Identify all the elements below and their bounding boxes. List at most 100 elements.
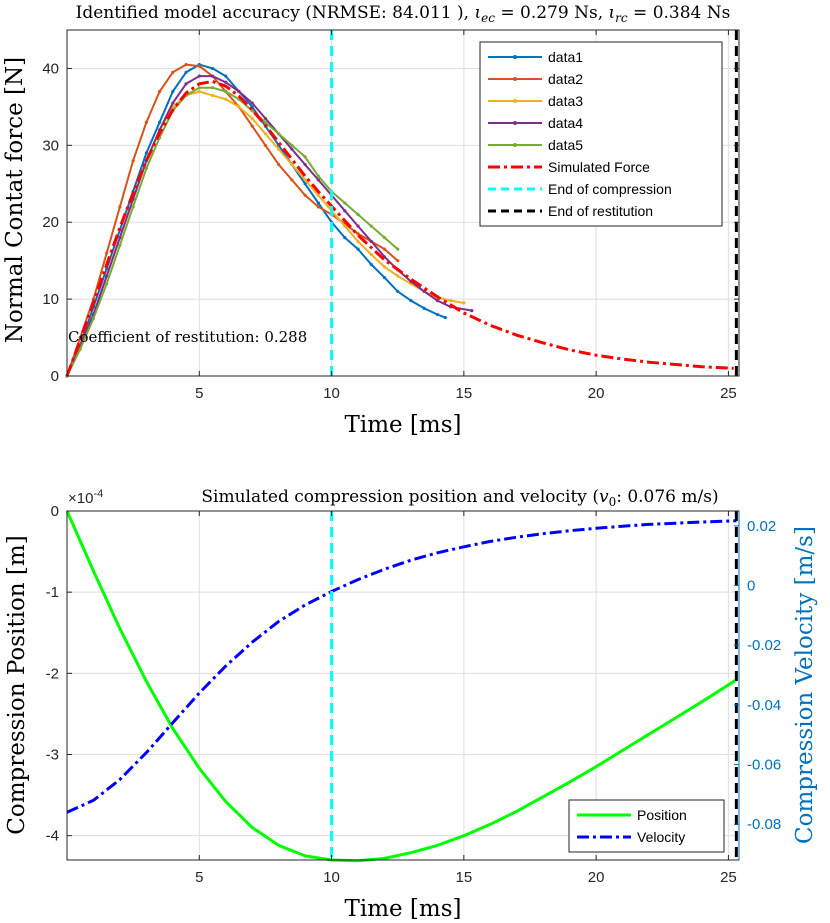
series-data4-point xyxy=(184,82,188,86)
series-data2-point xyxy=(382,247,387,251)
series-data2-point xyxy=(184,63,188,67)
series-data4-point xyxy=(224,80,228,84)
y-tick-label: 0 xyxy=(51,368,59,385)
series-data4-point xyxy=(470,309,474,313)
right-y-tick-label: -0.02 xyxy=(747,637,781,654)
series-data3-point xyxy=(263,132,268,136)
right-y-tick-label: -0.04 xyxy=(747,697,781,714)
series-data3-point xyxy=(210,93,215,97)
series-data2-point xyxy=(396,259,400,263)
series-data3-point xyxy=(382,265,387,269)
series-data2-point xyxy=(197,64,201,68)
legend-box xyxy=(479,41,723,227)
series-data3-point xyxy=(356,239,360,244)
x-tick-label: 20 xyxy=(588,869,605,886)
legend-marker xyxy=(513,143,517,147)
legend-entry-label: data4 xyxy=(548,115,583,131)
bottom-x-axis-label: Time [ms] xyxy=(345,896,462,922)
series-data4-point xyxy=(263,116,268,121)
series-data2-point xyxy=(356,232,360,236)
y-tick-label: 20 xyxy=(42,214,59,231)
series-data5-point xyxy=(144,166,148,170)
series-data1-point xyxy=(184,70,188,74)
series-data5-point xyxy=(131,205,135,209)
legend-entry-label: data1 xyxy=(548,49,583,65)
legend-marker xyxy=(513,55,517,59)
series-data1-point xyxy=(316,201,320,205)
legend-entry-label: Position xyxy=(637,807,687,823)
x-tick-label: 15 xyxy=(456,869,473,886)
series-data3-point xyxy=(303,178,307,182)
series-data4-point xyxy=(435,299,439,303)
series-data1-point xyxy=(435,312,439,317)
series-data4-point xyxy=(171,101,175,105)
y-tick-label: 0 xyxy=(51,503,59,520)
legend-box xyxy=(568,799,725,853)
series-data1-point xyxy=(356,247,360,251)
series-data5-point xyxy=(78,347,82,351)
series-data4-point xyxy=(422,289,426,294)
bottom-plot-area: 5 10 15 20 25 0 -1 -2 -3 -4 0.02 0 -0.02 -0.04 -0.06 -0… xyxy=(46,503,782,886)
series-data2-point xyxy=(316,205,320,209)
series-data5-point xyxy=(396,247,400,251)
series-data3-point xyxy=(369,252,373,257)
series-data5-point xyxy=(91,316,96,320)
series-data5-point xyxy=(316,174,320,178)
legend-entry-label: Velocity xyxy=(637,829,685,845)
x-tick-label: 10 xyxy=(323,385,340,402)
bottom-left-y-axis-label: Compression Position [m] xyxy=(4,535,30,834)
legend-entry-label: data2 xyxy=(548,71,583,87)
series-data4-point xyxy=(343,209,347,213)
series-data5-point xyxy=(290,143,294,147)
legend-entry-label: End of restitution xyxy=(548,203,653,219)
series-data2-point xyxy=(118,205,122,209)
series-data5-point xyxy=(369,224,373,228)
legend-entry-label: End of compression xyxy=(548,181,672,197)
y-tick-label: -2 xyxy=(46,665,59,682)
series-data2-point xyxy=(131,159,135,163)
legend-entry-label: Simulated Force xyxy=(548,159,650,175)
series-data4-point xyxy=(369,239,373,244)
series-data2-point xyxy=(303,193,307,197)
top-x-axis-label: Time [ms] xyxy=(345,412,462,438)
series-data1-point xyxy=(369,262,373,267)
y-tick-label: -3 xyxy=(46,746,59,763)
series-data2-point xyxy=(290,178,294,182)
series-data5-point xyxy=(356,212,360,217)
x-tick-label: 25 xyxy=(720,385,737,402)
series-data4-point xyxy=(118,236,122,240)
series-data2-point xyxy=(263,143,268,147)
bottom-chart-title: Simulated compression position and veloc… xyxy=(201,487,718,509)
series-data1-point xyxy=(396,289,400,294)
series-data5-point xyxy=(105,282,109,286)
series-data4-point xyxy=(197,74,201,78)
right-y-tick-label: 0 xyxy=(747,578,755,595)
axes-box xyxy=(66,29,740,377)
series-data2-point xyxy=(144,120,148,124)
series-simulated-force-line xyxy=(65,80,734,377)
series-data5-point xyxy=(263,120,268,124)
series-data1-point xyxy=(443,315,447,320)
series-data4-point xyxy=(316,178,320,182)
right-y-tick-label: -0.06 xyxy=(747,757,781,774)
series-data1-point xyxy=(382,275,387,280)
series-data5-point xyxy=(382,236,387,240)
series-data5-point xyxy=(303,155,307,159)
top-y-axis-label: Normal Contat force [N] xyxy=(2,57,28,343)
series-data3-point xyxy=(250,116,254,121)
series-position-line xyxy=(65,510,738,863)
series-data4-point xyxy=(105,274,109,278)
top-plot-area: 5 10 15 20 25010203040data1data2data3data4da… xyxy=(42,29,740,402)
y-tick-label: 40 xyxy=(42,60,59,77)
y-tick-label: 10 xyxy=(42,291,59,308)
series-data4-point xyxy=(356,224,360,228)
x-tick-label: 10 xyxy=(323,869,340,886)
series-data2-point xyxy=(171,70,175,74)
y-tick-label: -1 xyxy=(46,584,59,601)
series-data3-point xyxy=(462,301,466,305)
top-chart-title: Identified model accuracy (NRMSE: 84.011… xyxy=(76,3,731,25)
series-data5-point xyxy=(197,86,201,90)
legend-entry-label: data3 xyxy=(548,93,583,109)
series-data4-point xyxy=(210,74,215,78)
